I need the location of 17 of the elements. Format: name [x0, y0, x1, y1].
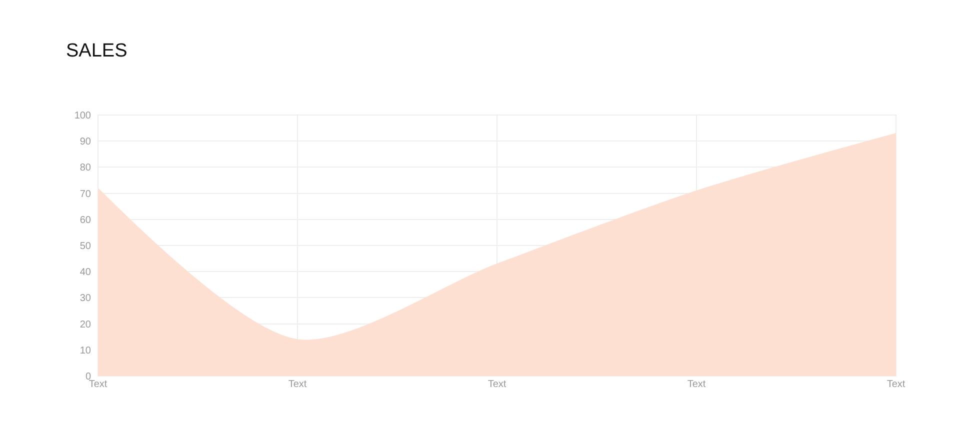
y-tick-label: 70	[80, 188, 92, 200]
x-tick-label: Text	[288, 379, 307, 390]
y-tick-label: 80	[80, 162, 92, 174]
y-tick-label: 10	[80, 345, 92, 356]
x-tick-label: Text	[687, 379, 706, 390]
y-tick-label: 100	[74, 110, 92, 122]
x-tick-label: Text	[488, 379, 506, 390]
y-tick-label: 40	[80, 267, 92, 278]
y-tick-label: 0	[85, 372, 92, 382]
y-tick-label: 50	[80, 241, 92, 252]
y-tick-label: 60	[80, 214, 92, 226]
chart-title: SALES	[66, 40, 128, 62]
y-tick-label: 30	[80, 293, 92, 304]
y-tick-label: 20	[80, 319, 92, 330]
x-tick-label: Text	[886, 379, 906, 390]
x-tick-label: Text	[88, 379, 108, 390]
y-tick-label: 90	[80, 136, 92, 148]
